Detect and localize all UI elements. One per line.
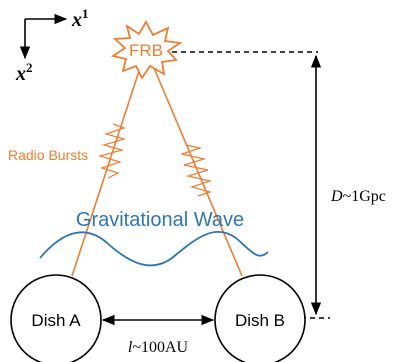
radio-burst-wiggle-left bbox=[97, 123, 127, 179]
ray-to-dish-a bbox=[71, 67, 141, 277]
dish-a-label: Dish A bbox=[31, 311, 81, 330]
x2-axis-label: x2 bbox=[15, 60, 33, 85]
gravitational-wave-curve bbox=[39, 230, 269, 267]
dish-b-label: Dish B bbox=[235, 311, 285, 330]
dish-a-circle bbox=[10, 274, 102, 362]
distance-label: D~1Gpc bbox=[330, 188, 386, 205]
x1-axis-label: x1 bbox=[71, 6, 89, 31]
dish-a: Dish A bbox=[10, 274, 102, 362]
frb-source: FRB bbox=[110, 20, 183, 80]
radio-rays bbox=[71, 67, 243, 277]
ray-to-dish-b bbox=[153, 67, 243, 277]
radio-burst-wiggles bbox=[97, 123, 213, 197]
gravitational-wave-label: Gravitational Wave bbox=[76, 209, 244, 231]
dish-b: Dish B bbox=[214, 274, 306, 362]
radio-bursts-label: Radio Bursts bbox=[8, 147, 88, 163]
baseline-label: l~100AU bbox=[128, 339, 189, 356]
frb-label: FRB bbox=[129, 41, 163, 60]
frb-starburst-icon bbox=[110, 20, 183, 80]
axes-indicator: x1 x2 bbox=[15, 6, 89, 85]
dish-b-circle bbox=[214, 274, 306, 362]
radio-burst-wiggle-right bbox=[179, 144, 213, 197]
